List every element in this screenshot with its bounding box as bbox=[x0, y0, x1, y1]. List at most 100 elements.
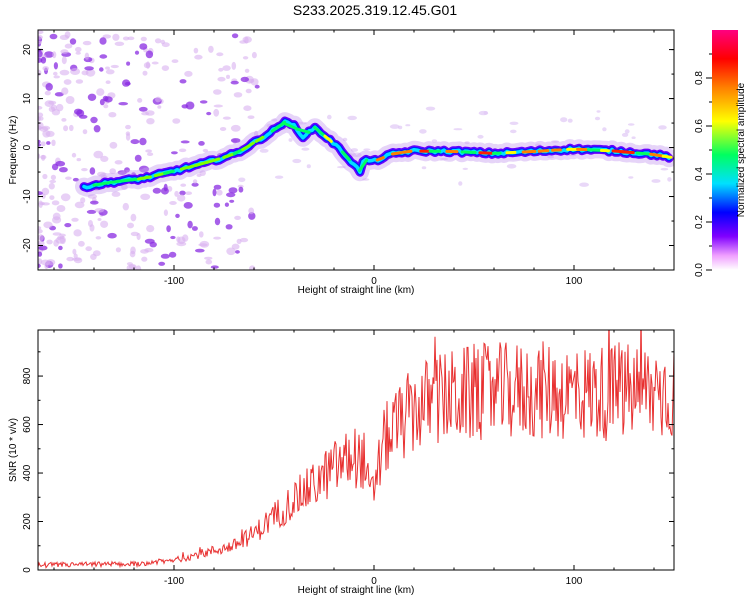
noise-blob bbox=[196, 173, 202, 177]
noise-blob bbox=[624, 129, 630, 134]
noise-blob bbox=[170, 235, 176, 240]
noise-blob bbox=[78, 240, 85, 247]
x-tick-label: 100 bbox=[566, 276, 583, 287]
ridge-segment bbox=[295, 127, 311, 134]
noise-blob bbox=[226, 247, 236, 256]
noise-blob bbox=[453, 128, 463, 131]
y-tick-label: 400 bbox=[22, 464, 33, 481]
ridge-segment bbox=[205, 157, 221, 164]
noise-blob bbox=[594, 116, 601, 121]
noise-blob bbox=[38, 153, 41, 160]
ridge-segment bbox=[323, 134, 333, 143]
noise-blob bbox=[242, 56, 249, 60]
noise-blob bbox=[143, 62, 151, 69]
noise-blob bbox=[38, 245, 48, 251]
snr-frame bbox=[37, 329, 675, 571]
noise-blob bbox=[99, 98, 105, 106]
noise-blob bbox=[205, 259, 213, 265]
ridge-segment bbox=[375, 156, 385, 162]
noise-blob bbox=[251, 51, 257, 59]
noise-blob bbox=[139, 165, 149, 173]
noise-blob bbox=[161, 65, 170, 71]
noise-blob bbox=[38, 30, 44, 35]
ridge-segment bbox=[119, 178, 131, 183]
noise-blob bbox=[477, 134, 484, 139]
noise-blob bbox=[38, 69, 42, 77]
noise-blob bbox=[336, 166, 347, 169]
noise-blob bbox=[96, 88, 105, 96]
noise-blob bbox=[243, 105, 252, 111]
noise-blob bbox=[248, 78, 255, 83]
noise-blob bbox=[100, 155, 109, 162]
spectrogram-noise bbox=[38, 30, 672, 270]
noise-blob bbox=[114, 160, 123, 165]
noise-blob bbox=[72, 248, 77, 255]
noise-blob bbox=[94, 208, 105, 213]
noise-blob bbox=[228, 187, 238, 194]
noise-blob bbox=[130, 231, 139, 237]
noise-blob bbox=[145, 149, 153, 153]
ridge-segment bbox=[620, 150, 635, 155]
noise-blob bbox=[55, 160, 66, 167]
ridge-segment bbox=[281, 121, 299, 131]
noise-blob bbox=[206, 111, 212, 116]
noise-blob bbox=[180, 140, 190, 144]
noise-blob bbox=[425, 106, 436, 111]
noise-blob bbox=[342, 137, 348, 142]
noise-blob bbox=[509, 121, 519, 126]
noise-blob bbox=[43, 221, 53, 229]
noise-blob bbox=[105, 66, 110, 70]
ridge-segment bbox=[521, 149, 537, 154]
noise-blob bbox=[224, 202, 229, 207]
noise-blob bbox=[193, 47, 199, 54]
noise-blob bbox=[93, 125, 101, 133]
noise-blob bbox=[108, 112, 117, 118]
noise-blob bbox=[163, 183, 168, 192]
noise-blob bbox=[105, 69, 115, 75]
noise-blob bbox=[61, 87, 69, 95]
noise-blob bbox=[225, 224, 233, 230]
noise-blob bbox=[52, 232, 62, 236]
noise-blob bbox=[462, 167, 469, 170]
noise-blob bbox=[75, 79, 84, 84]
noise-blob bbox=[327, 114, 332, 120]
noise-blob bbox=[104, 96, 113, 103]
noise-blob bbox=[195, 248, 205, 253]
noise-blob bbox=[213, 202, 221, 208]
noise-blob bbox=[109, 168, 116, 175]
ridge-segment bbox=[478, 151, 494, 155]
noise-blob bbox=[111, 191, 121, 197]
ridge-segment bbox=[391, 151, 403, 156]
noise-blob bbox=[179, 190, 186, 196]
noise-blob bbox=[146, 225, 155, 233]
noise-blob bbox=[199, 231, 204, 238]
noise-blob bbox=[301, 147, 310, 151]
y-tick-label: 200 bbox=[22, 513, 33, 530]
noise-blob bbox=[352, 152, 362, 158]
noise-blob bbox=[627, 123, 635, 126]
noise-blob bbox=[151, 61, 159, 65]
noise-blob bbox=[42, 173, 48, 180]
noise-blob bbox=[274, 175, 284, 179]
noise-blob bbox=[59, 69, 70, 76]
noise-blob bbox=[254, 130, 259, 137]
noise-blob bbox=[174, 190, 179, 197]
noise-blob bbox=[350, 148, 358, 152]
noise-blob bbox=[271, 118, 278, 122]
noise-blob bbox=[38, 34, 43, 40]
ridge-segment bbox=[163, 169, 175, 175]
noise-blob bbox=[222, 116, 231, 120]
noise-blob bbox=[219, 127, 227, 131]
noise-blob bbox=[99, 67, 104, 72]
noise-blob bbox=[238, 177, 246, 183]
noise-blob bbox=[84, 52, 90, 60]
noise-blob bbox=[127, 36, 135, 41]
colorbar-label: Normalized spectral amplitude bbox=[736, 82, 747, 217]
spectrogram-plot-area bbox=[38, 30, 674, 270]
noise-blob bbox=[56, 205, 66, 212]
noise-blob bbox=[172, 118, 181, 124]
y-tick-label: -10 bbox=[22, 189, 33, 204]
noise-blob bbox=[64, 223, 72, 228]
ridge-segment bbox=[193, 160, 209, 167]
ridge-segment bbox=[179, 164, 195, 171]
